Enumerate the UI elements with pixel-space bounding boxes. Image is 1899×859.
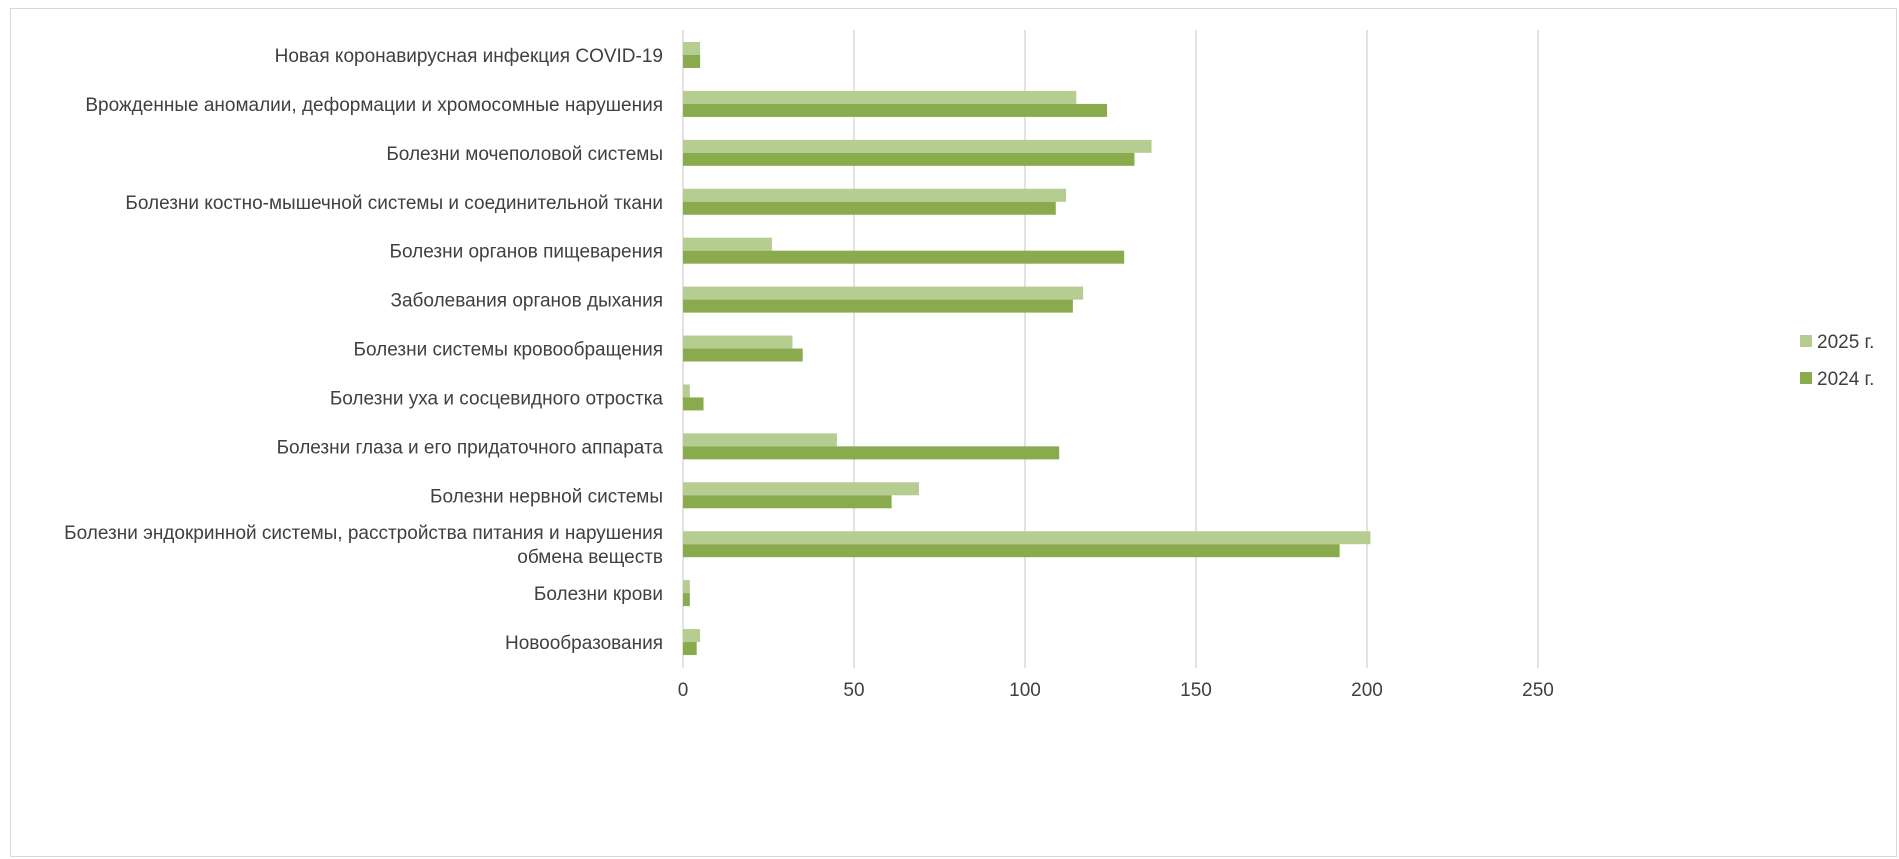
category-label: Болезни крови [534, 584, 663, 605]
bar-series-2 [683, 103, 1108, 117]
legend-label: 2024 г. [1817, 369, 1874, 390]
bar-series-2 [683, 642, 697, 656]
bar-series-1 [683, 42, 701, 55]
bar-series-1 [683, 433, 837, 447]
bar-series-2 [683, 593, 690, 607]
bar-series-1 [683, 90, 1077, 104]
bar-series-1 [683, 286, 1084, 300]
bar-series-2 [683, 299, 1073, 313]
bar-series-2 [683, 348, 803, 362]
legend-swatch [1800, 372, 1812, 384]
bar-series-1 [683, 580, 690, 594]
bar-series-1 [683, 237, 772, 251]
bars [683, 42, 1371, 656]
bar-series-2 [683, 446, 1060, 460]
category-label: Новообразования [505, 633, 663, 654]
chart-frame [10, 8, 1897, 857]
category-label: Болезни системы кровообращения [354, 340, 663, 361]
x-tick-label: 150 [1180, 680, 1212, 701]
bar-series-2 [683, 201, 1056, 215]
category-label: Болезни нервной системы [430, 486, 663, 507]
x-tick-label: 100 [1009, 680, 1041, 701]
legend-swatch [1800, 335, 1812, 347]
bar-series-1 [683, 139, 1152, 153]
x-axis-ticks: 0 50 100 150 200 250 [678, 680, 1554, 701]
category-label: Болезни глаза и его придаточного аппарат… [277, 437, 664, 458]
category-label: Болезни мочеполовой системы [386, 144, 663, 165]
x-tick-label: 0 [678, 680, 689, 701]
bar-series-2 [683, 495, 892, 509]
bar-series-2 [683, 152, 1135, 166]
bar-series-1 [683, 482, 919, 496]
bar-series-2 [683, 55, 701, 68]
category-label: Новая коронавирусная инфекция COVID-19 [275, 46, 663, 67]
bar-series-1 [683, 384, 690, 398]
bar-series-2 [683, 397, 704, 411]
category-label: Врожденные аномалии, деформации и хромос… [85, 95, 663, 116]
bar-series-1 [683, 531, 1371, 545]
gridlines [682, 30, 1539, 668]
legend: 2025 г. 2024 г. [1800, 332, 1874, 390]
legend-label: 2025 г. [1817, 332, 1874, 353]
category-label: Болезни костно-мышечной системы и соедин… [125, 193, 663, 214]
bar-series-2 [683, 544, 1340, 558]
category-label: Болезни органов пищеварения [390, 242, 663, 263]
bar-series-1 [683, 335, 793, 349]
category-label: Болезни уха и сосцевидного отростка [330, 388, 664, 409]
x-tick-label: 50 [843, 680, 864, 701]
x-tick-label: 250 [1522, 680, 1554, 701]
bar-series-1 [683, 629, 701, 643]
category-label: Болезни эндокринной системы, расстройств… [64, 523, 663, 568]
x-tick-label: 200 [1351, 680, 1383, 701]
category-labels: Новая коронавирусная инфекция COVID-19 Вр… [64, 46, 663, 654]
category-label: Заболевания органов дыхания [391, 291, 664, 312]
bar-series-1 [683, 188, 1067, 202]
bar-series-2 [683, 250, 1125, 264]
